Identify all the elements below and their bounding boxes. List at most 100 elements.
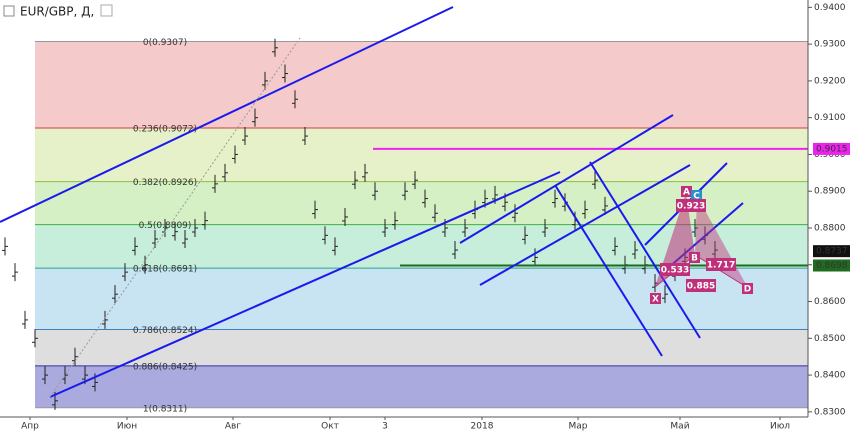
price-tag [813, 259, 850, 272]
trend-line [49, 171, 561, 398]
price-tag [813, 245, 850, 258]
fib-label: 0.382(0.8926) [133, 178, 197, 188]
price-bar [292, 90, 298, 109]
price-bar [362, 163, 368, 182]
price-bar [662, 285, 668, 304]
x-tick-label: Май [670, 422, 689, 432]
trend-line [0, 6, 454, 223]
y-tick-label: 0.8800 [814, 223, 846, 233]
price-tag [813, 142, 850, 155]
trend-line [479, 164, 691, 286]
y-tick-label: 0.8400 [814, 371, 846, 381]
fib-band [35, 41, 808, 128]
price-bar [512, 204, 518, 223]
price-bar [452, 241, 458, 260]
price-bar [182, 230, 188, 249]
price-bar [602, 196, 608, 215]
point-box [742, 283, 753, 294]
price-bar [142, 255, 148, 274]
price-bar [582, 200, 588, 219]
price-bar [382, 218, 388, 237]
price-bar [282, 64, 288, 83]
price-bar [712, 241, 718, 260]
symbol-title: EUR/GBP, Д, [20, 5, 94, 19]
ratio-label: 0.923 [677, 202, 705, 212]
price-bar [132, 237, 138, 256]
price-bar [422, 189, 428, 208]
ratio-label: 1.717 [707, 261, 735, 271]
trend-line [589, 161, 701, 339]
header: EUR/GBP, Д, [3, 4, 113, 19]
y-tick-label: 0.9300 [814, 40, 846, 50]
point-box [650, 293, 661, 304]
price-bar [632, 241, 638, 260]
y-tick-label: 0.9100 [814, 113, 846, 123]
price-bar [372, 182, 378, 201]
price-bar [332, 237, 338, 256]
price-bar [412, 171, 418, 190]
price-bar [172, 222, 178, 241]
fib-label: 0(0.9307) [143, 38, 187, 48]
price-bar [262, 71, 268, 90]
x-tick-label: 2018 [471, 422, 494, 432]
x-tick-label: Июл [770, 422, 790, 432]
y-tick-label: 0.9000 [814, 150, 846, 160]
price-bar [272, 38, 278, 57]
price-bar [102, 310, 108, 329]
y-tick-label: 0.8300 [814, 407, 846, 417]
price-bar [692, 218, 698, 237]
price-bar [252, 108, 258, 127]
fib-label: 0.786(0.8524) [133, 326, 197, 336]
price-bar [222, 163, 228, 182]
price-bar [32, 329, 38, 348]
y-tick-label: 0.9200 [814, 76, 846, 86]
price-bar [242, 127, 248, 146]
y-tick-label: 0.9400 [814, 3, 846, 13]
time-axis-bg [0, 417, 850, 434]
fib-label: 1(0.8311) [143, 404, 187, 414]
ratio-label: 0.533 [661, 266, 689, 276]
point-box [681, 186, 692, 197]
price-bar [392, 211, 398, 230]
point-label: A [683, 188, 690, 198]
x-tick-label: Апр [21, 422, 39, 432]
fib-label: 0.236(0.9072) [133, 124, 197, 134]
price-bar [462, 218, 468, 237]
price-bar [202, 211, 208, 230]
price-bar [12, 263, 18, 282]
ratio-box [686, 279, 716, 292]
trend-line [554, 184, 663, 357]
price-bar [312, 200, 318, 219]
price-bar [542, 218, 548, 237]
fib-band [35, 268, 808, 330]
x-tick-label: Июн [117, 422, 137, 432]
point-label: X [652, 295, 659, 305]
price-bars [2, 38, 808, 410]
point-label: D [744, 285, 751, 295]
price-tag-label: 0.8698 [816, 261, 848, 271]
icon [3, 5, 15, 17]
fib-band [35, 365, 808, 408]
price-bar [322, 226, 328, 245]
price-tag-label: 0.9015 [816, 144, 848, 154]
price-bar [42, 366, 48, 385]
price-bar [522, 226, 528, 245]
y-tick-label: 0.8600 [814, 297, 846, 307]
price-bar [2, 237, 8, 256]
fib-bands: 0(0.9307)0.236(0.9072)0.382(0.8926)0.5(0… [35, 38, 808, 414]
fib-label: 0.618(0.8691) [133, 265, 197, 275]
point-label: B [691, 254, 698, 264]
checkbox[interactable] [100, 4, 113, 17]
price-bar [192, 218, 198, 237]
price-bar [232, 145, 238, 164]
x-tick-label: Авг [225, 422, 241, 432]
ratio-label: 0.885 [687, 282, 715, 292]
price-bar [302, 127, 308, 146]
price-bar [402, 182, 408, 201]
point-label: C [693, 192, 700, 202]
point-box [691, 190, 702, 201]
fib-trend [49, 37, 301, 398]
price-bar [112, 285, 118, 304]
x-tick-label: 3 [382, 422, 388, 432]
